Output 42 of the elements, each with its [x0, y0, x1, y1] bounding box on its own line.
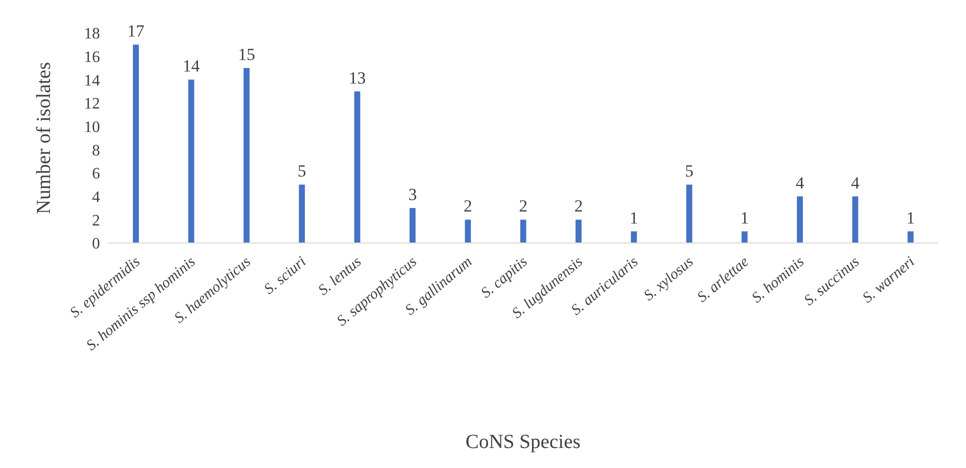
bar [132, 44, 139, 243]
x-axis-title: CoNS Species [466, 431, 581, 453]
bar [908, 231, 914, 243]
data-label: 5 [298, 162, 306, 181]
bar [244, 68, 250, 243]
data-label: 2 [518, 196, 528, 216]
bar [796, 196, 803, 243]
y-tick-label: 0 [92, 236, 100, 253]
bar [354, 91, 360, 243]
y-tick-label: 12 [84, 96, 100, 113]
data-label: 14 [182, 56, 200, 76]
y-tick-label: 2 [92, 212, 100, 230]
data-label: 1 [630, 208, 638, 228]
bar [188, 80, 194, 243]
bar [576, 220, 582, 243]
bar [464, 220, 471, 243]
y-tick-label: 4 [92, 189, 100, 206]
bar [410, 208, 416, 243]
data-label: 17 [127, 22, 145, 41]
bar [630, 231, 637, 243]
data-label: 13 [348, 68, 366, 88]
bar [298, 184, 305, 243]
bar [520, 220, 526, 243]
data-label: 4 [850, 173, 860, 192]
data-label: 2 [464, 196, 472, 216]
data-label: 1 [906, 208, 915, 228]
data-label: 15 [238, 45, 256, 64]
data-label: 1 [740, 208, 749, 228]
y-tick-label: 16 [84, 49, 100, 66]
bar [686, 184, 692, 243]
bar [742, 231, 748, 243]
data-label: 5 [684, 162, 694, 181]
bar [852, 196, 858, 243]
y-tick-label: 18 [84, 26, 100, 43]
data-label: 4 [796, 173, 805, 192]
y-tick-label: 10 [84, 119, 100, 136]
y-tick-label: 8 [92, 142, 100, 160]
data-label: 3 [408, 185, 417, 204]
y-tick-label: 6 [92, 166, 100, 183]
y-axis-title: Number of isolates [33, 62, 56, 214]
y-tick-label: 14 [84, 72, 100, 90]
data-label: 2 [574, 196, 583, 216]
